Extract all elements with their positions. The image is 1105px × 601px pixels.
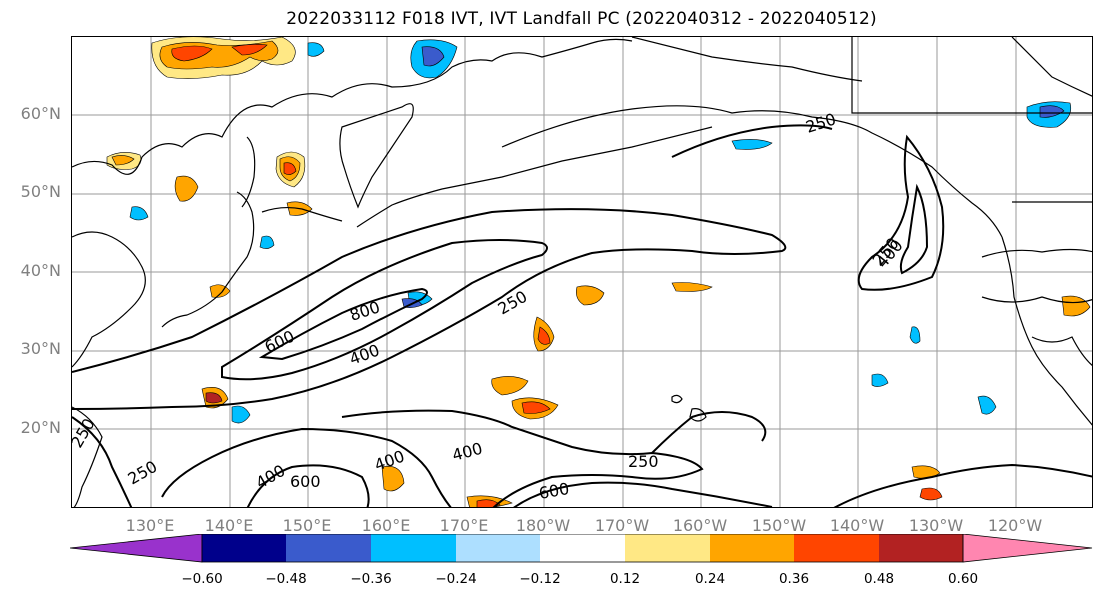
map-title: 2022033112 F018 IVT, IVT Landfall PC (20…	[286, 9, 877, 29]
coastlines	[72, 37, 1092, 507]
ivt-contours	[72, 124, 1092, 507]
lat-label-40n: 40°N	[20, 261, 61, 280]
contour-label-250-south: 250	[628, 452, 659, 471]
lon-label-160w: 160°W	[672, 516, 728, 535]
colorbar	[70, 534, 1093, 563]
contour-label-250-alaska: 250	[803, 109, 838, 137]
lon-label-130w: 130°W	[908, 516, 964, 535]
lon-label-160e: 160°E	[361, 516, 411, 535]
colorbar-segment-5	[540, 534, 625, 562]
contour-labels: 250 250 250 250 250 400 400 400 400 600 …	[72, 109, 907, 503]
colorbar-tick-060: 0.60	[947, 571, 979, 587]
colorbar-tick-048: 0.48	[863, 571, 895, 587]
contour-label-600-south-b: 600	[537, 479, 570, 503]
colorbar-tick-n036: −0.36	[350, 571, 392, 587]
colorbar-segment-3	[371, 534, 456, 562]
colorbar-tick-n024: −0.24	[435, 571, 477, 587]
lon-label-130e: 130°E	[125, 516, 175, 535]
colorbar-tick-036: 0.36	[778, 571, 810, 587]
colorbar-tick-n012: −0.12	[519, 571, 561, 587]
colorbar-tick-012: 0.12	[609, 571, 641, 587]
colorbar-extend-high	[962, 534, 1093, 563]
lon-label-150e: 150°E	[282, 516, 332, 535]
contour-label-400-south-b: 400	[450, 439, 484, 465]
contour-label-400-south-a: 400	[372, 446, 407, 474]
lat-label-20n: 20°N	[20, 418, 61, 437]
colorbar-segment-2	[286, 534, 371, 562]
lon-label-150w: 150°W	[751, 516, 807, 535]
colorbar-tick-n048: −0.48	[265, 571, 307, 587]
lon-label-120w: 120°W	[987, 516, 1043, 535]
contour-label-250-central: 250	[495, 287, 531, 319]
colorbar-tick-024: 0.24	[694, 571, 726, 587]
lon-label-140e: 140°E	[204, 516, 254, 535]
map-panel: 250 250 250 250 250 400 400 400 400 600 …	[71, 36, 1093, 508]
lon-label-180w: 180°W	[515, 516, 571, 535]
map-canvas: 250 250 250 250 250 400 400 400 400 600 …	[72, 37, 1092, 507]
lon-label-170e: 170°E	[439, 516, 489, 535]
lat-label-60n: 60°N	[20, 104, 61, 123]
colorbar-segment-1	[202, 534, 286, 562]
colorbar-extend-low	[70, 534, 203, 563]
colorbar-segment-6	[625, 534, 710, 562]
contour-label-400-south-c: 400	[253, 461, 289, 493]
colorbar-segment-8	[794, 534, 879, 562]
lon-label-140w: 140°W	[829, 516, 885, 535]
contour-label-600-south-a: 600	[290, 472, 321, 491]
lat-label-50n: 50°N	[20, 182, 61, 201]
lon-label-170w: 170°W	[594, 516, 650, 535]
contour-label-250-southwest: 250	[125, 457, 161, 489]
colorbar-segment-4	[456, 534, 540, 562]
lat-label-30n: 30°N	[20, 339, 61, 358]
colorbar-segment-7	[710, 534, 794, 562]
contour-label-600-west: 600	[262, 326, 298, 356]
colorbar-segment-9	[879, 534, 963, 562]
graticule	[72, 37, 1092, 507]
colorbar-tick-n060: −0.60	[181, 571, 223, 587]
